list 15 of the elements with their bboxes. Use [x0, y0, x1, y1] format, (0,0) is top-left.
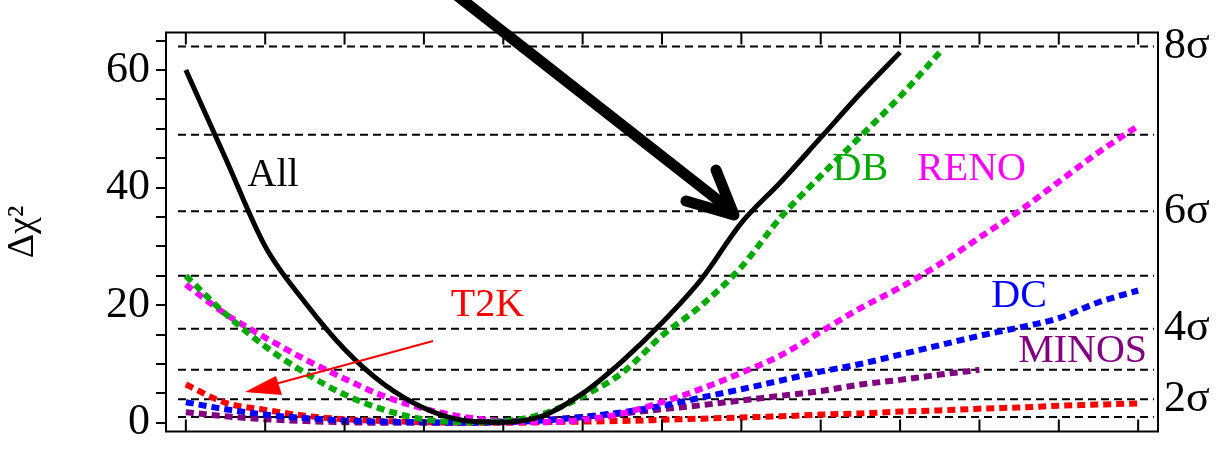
text: T2K: [450, 279, 525, 325]
ref-line-label: 4σ: [1164, 301, 1210, 351]
series-label: MINOS: [1018, 325, 1148, 371]
series-label: DC: [991, 270, 1047, 316]
series-label: All: [247, 150, 299, 196]
y-tick-label: 0: [128, 395, 150, 445]
y-tick-label: 20: [106, 277, 150, 327]
y-tick-label: 40: [106, 160, 150, 210]
ref-line-label: 8σ: [1164, 19, 1210, 69]
ref-line-label: 2σ: [1164, 371, 1210, 421]
y-axis-title: Δχ²: [0, 205, 41, 259]
series-label: RENO: [917, 144, 1026, 190]
ref-line-label: 6σ: [1164, 183, 1210, 233]
series-label: DB: [832, 144, 889, 190]
y-tick-label: 60: [106, 42, 150, 92]
